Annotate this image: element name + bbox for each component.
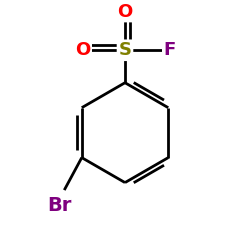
Text: O: O [118, 2, 132, 21]
Text: F: F [164, 41, 176, 59]
Text: S: S [118, 41, 132, 59]
Text: Br: Br [47, 196, 72, 214]
Text: O: O [75, 41, 90, 59]
